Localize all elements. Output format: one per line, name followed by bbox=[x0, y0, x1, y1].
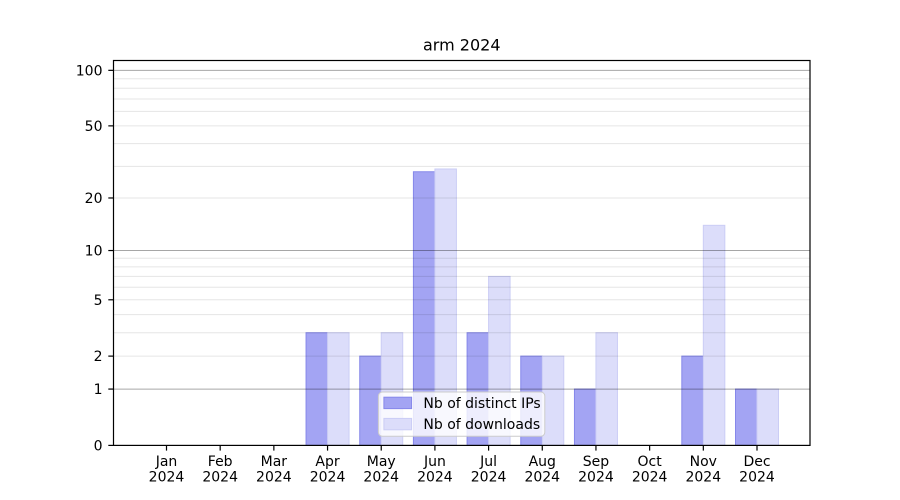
y-tick-label-50: 50 bbox=[85, 119, 103, 135]
bar-distinct-ips-sep bbox=[573, 388, 597, 446]
x-tick-label-year-apr: 2024 bbox=[310, 469, 346, 485]
x-tick-label-year-may: 2024 bbox=[363, 469, 399, 485]
y-tick-label-2: 2 bbox=[94, 349, 103, 365]
x-tick-label-month-nov: Nov bbox=[690, 454, 717, 470]
x-tick-label-month-apr: Apr bbox=[315, 454, 339, 470]
x-tick-label-month-jul: Jul bbox=[479, 454, 497, 470]
y-tick-label-100: 100 bbox=[76, 63, 103, 79]
x-tick-label-year-aug: 2024 bbox=[524, 469, 560, 485]
legend-swatch-downloads bbox=[383, 417, 413, 431]
x-tick-label-year-nov: 2024 bbox=[685, 469, 721, 485]
x-tick-label-month-jun: Jun bbox=[423, 454, 446, 470]
legend-swatch-distinct-ips bbox=[383, 396, 413, 410]
chart-title: arm 2024 bbox=[423, 35, 501, 54]
legend-box bbox=[377, 391, 546, 437]
x-tick-label-month-sep: Sep bbox=[583, 454, 610, 470]
bar-distinct-ips-nov bbox=[681, 355, 704, 446]
x-tick-label-year-feb: 2024 bbox=[202, 469, 238, 485]
x-tick-label-month-dec: Dec bbox=[743, 454, 770, 470]
bar-downloads-aug bbox=[541, 355, 565, 446]
y-tick-label-10: 10 bbox=[85, 244, 103, 260]
y-tick-label-0: 0 bbox=[94, 438, 103, 454]
x-tick-label-month-mar: Mar bbox=[261, 454, 288, 470]
x-tick-label-year-sep: 2024 bbox=[578, 469, 614, 485]
x-tick-label-year-mar: 2024 bbox=[256, 469, 292, 485]
x-tick-label-year-dec: 2024 bbox=[739, 469, 775, 485]
bar-distinct-ips-dec bbox=[735, 388, 758, 446]
y-tick-label-5: 5 bbox=[94, 293, 103, 309]
plot-border bbox=[112, 59, 811, 446]
x-tick-label-year-oct: 2024 bbox=[632, 469, 668, 485]
legend-label-downloads: Nb of downloads bbox=[423, 417, 540, 433]
y-tick-label-20: 20 bbox=[85, 191, 103, 207]
x-tick-label-year-jun: 2024 bbox=[417, 469, 453, 485]
x-tick-label-month-oct: Oct bbox=[638, 454, 663, 470]
x-tick-label-year-jan: 2024 bbox=[149, 469, 185, 485]
x-tick-label-month-aug: Aug bbox=[529, 454, 556, 470]
x-tick-label-year-jul: 2024 bbox=[471, 469, 507, 485]
legend-label-distinct-ips: Nb of distinct IPs bbox=[423, 396, 540, 412]
y-tick-label-1: 1 bbox=[94, 382, 103, 398]
x-tick-label-month-jan: Jan bbox=[155, 454, 178, 470]
x-tick-label-month-may: May bbox=[367, 454, 396, 470]
x-tick-label-month-feb: Feb bbox=[208, 454, 233, 470]
bar-downloads-dec bbox=[756, 388, 779, 446]
